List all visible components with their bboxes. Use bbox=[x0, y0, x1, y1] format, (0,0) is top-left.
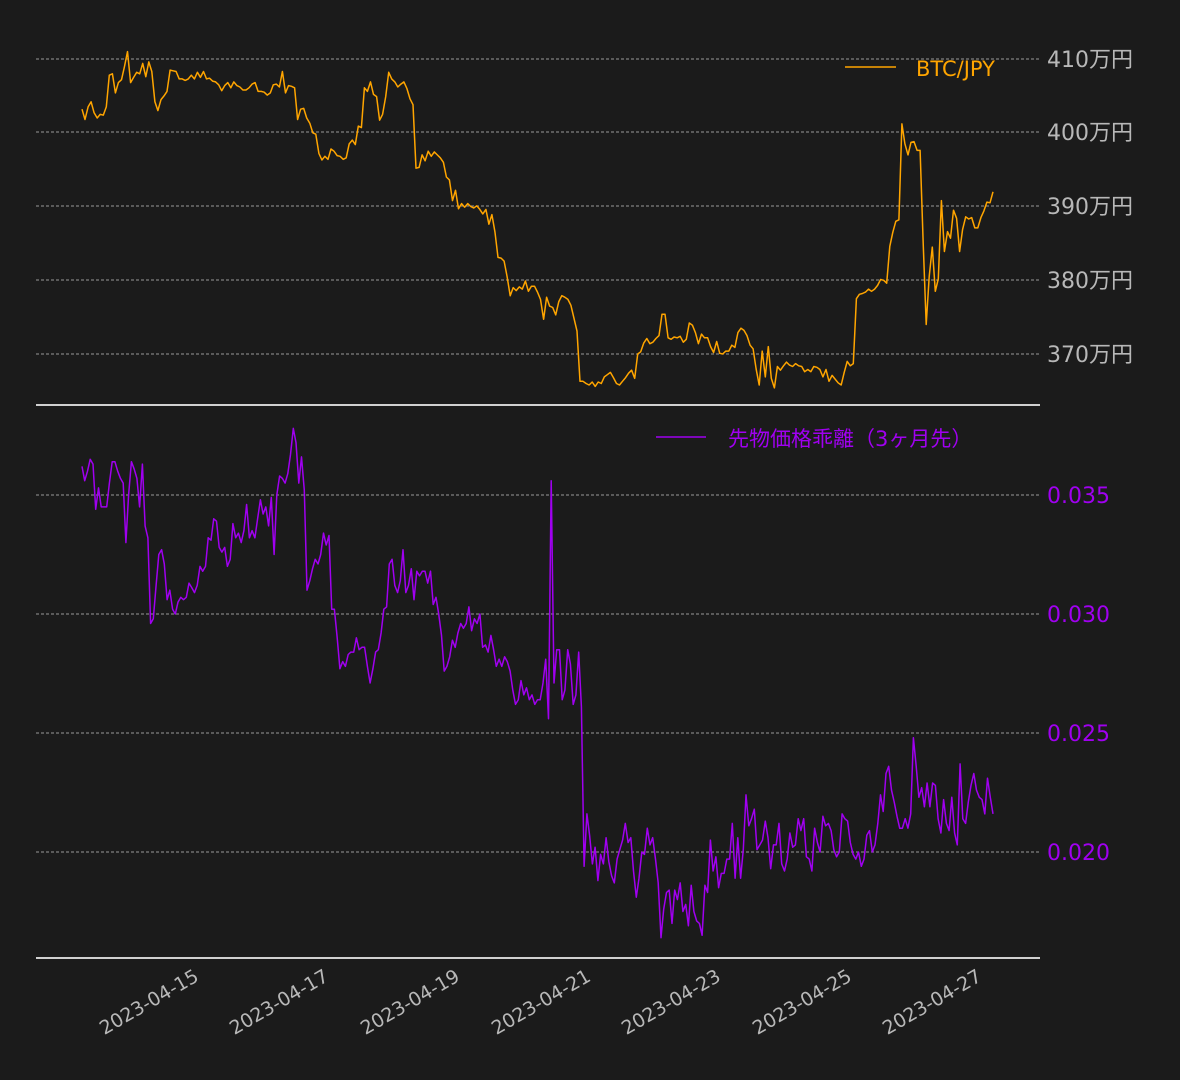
y-tick-label: 380万円 bbox=[1047, 269, 1133, 294]
top-panel: 410万円 400万円 390万円 380万円 370万円 BTC/JPY bbox=[36, 48, 1133, 406]
bottom-y-axis-labels: 0.035 0.030 0.025 0.020 bbox=[1047, 484, 1110, 866]
legend-label-basis: 先物価格乖離（3ヶ月先） bbox=[728, 427, 972, 451]
bottom-legend: 先物価格乖離（3ヶ月先） bbox=[656, 427, 972, 451]
bottom-panel: 0.035 0.030 0.025 0.020 先物価格乖離（3ヶ月先） bbox=[36, 427, 1110, 959]
y-tick-label: 0.035 bbox=[1047, 484, 1110, 509]
legend-label-btc: BTC/JPY bbox=[916, 57, 995, 81]
bottom-gridlines bbox=[36, 494, 1040, 853]
y-tick-label: 0.030 bbox=[1047, 603, 1110, 628]
top-gridlines bbox=[36, 58, 1040, 355]
y-tick-label: 0.025 bbox=[1047, 722, 1110, 747]
futures-basis-line bbox=[81, 427, 994, 939]
y-tick-label: 390万円 bbox=[1047, 195, 1133, 220]
x-tick-label: 2023-04-17 bbox=[226, 965, 333, 1039]
x-tick-label: 2023-04-15 bbox=[96, 965, 203, 1039]
x-tick-label: 2023-04-23 bbox=[618, 965, 725, 1039]
x-tick-label: 2023-04-27 bbox=[879, 965, 986, 1039]
x-tick-label: 2023-04-25 bbox=[749, 965, 856, 1039]
x-tick-label: 2023-04-21 bbox=[488, 965, 595, 1039]
y-tick-label: 410万円 bbox=[1047, 48, 1133, 73]
x-axis-labels: 2023-04-15 2023-04-17 2023-04-19 2023-04… bbox=[96, 965, 986, 1039]
x-tick-label: 2023-04-19 bbox=[357, 965, 464, 1039]
y-tick-label: 370万円 bbox=[1047, 343, 1133, 368]
y-tick-label: 0.020 bbox=[1047, 841, 1110, 866]
top-legend: BTC/JPY bbox=[845, 57, 995, 81]
top-y-axis-labels: 410万円 400万円 390万円 380万円 370万円 bbox=[1047, 48, 1133, 368]
btc-price-line bbox=[81, 50, 994, 389]
y-tick-label: 400万円 bbox=[1047, 121, 1133, 146]
